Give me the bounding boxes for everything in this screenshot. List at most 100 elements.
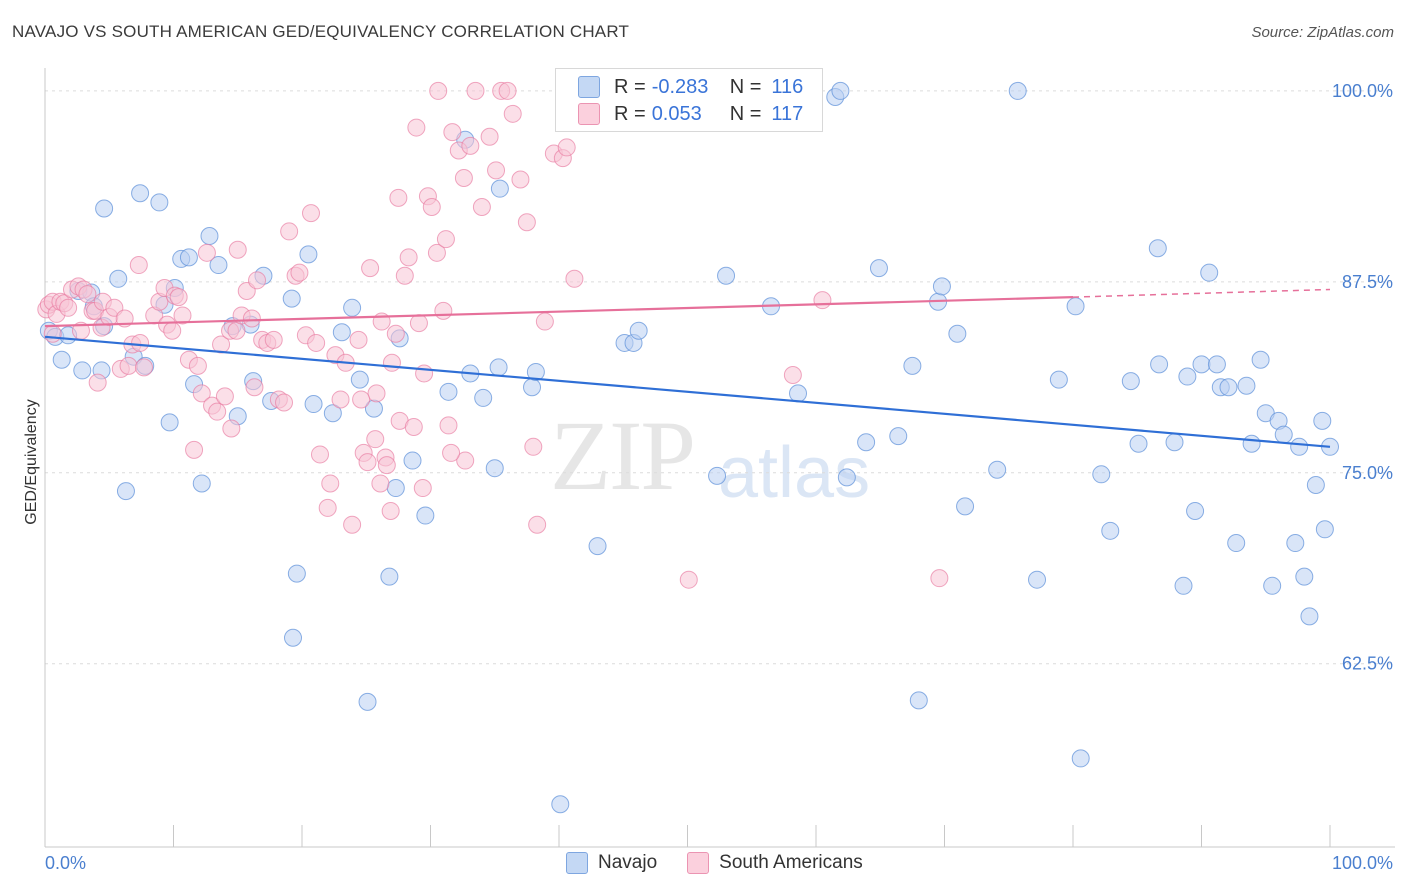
navajo-point [116,482,135,501]
navajo-point [287,564,306,583]
south-americans-point [163,321,182,340]
south-americans-point [371,474,390,493]
south-americans-point [472,197,491,216]
navajo-swatch [578,76,600,98]
bottom-legend: Navajo South Americans [566,852,893,874]
navajo-point [489,358,508,377]
tick-labels: 62.5% 75.0% 87.5% 100.0% 0.0% 100.0% [45,81,1393,873]
navajo-point [1237,376,1256,395]
navajo-point [1300,607,1319,626]
navajo-point [1200,263,1219,282]
south-americans-point [134,358,153,377]
south-americans-point [88,373,107,392]
south-americans-point [245,378,264,397]
navajo-point [1295,567,1314,586]
south-americans-point [503,104,522,123]
south-americans-point [386,324,405,343]
watermark-zip: ZIP [550,400,696,511]
south-americans-point [381,501,400,520]
south-americans-point [43,324,62,343]
navajo-point [52,350,71,369]
navajo-point [1092,465,1111,484]
navajo-point [474,388,493,407]
south-americans-point [352,390,371,409]
south-americans-point [242,309,261,328]
south-americans-point [783,366,802,385]
legend-row-south-americans: R = 0.053 N = 117 [578,102,803,126]
south-americans-point [228,240,247,259]
south-americans-point [480,127,499,146]
legend-item-south-americans[interactable]: South Americans [687,852,863,874]
navajo-point [1178,367,1197,386]
south-americans-point [301,204,320,223]
navajo-point [1263,576,1282,595]
navajo-point [857,433,876,452]
south-americans-swatch [578,103,600,125]
south-americans-point [395,266,414,285]
south-americans-point [59,298,78,317]
south-americans-point [318,498,337,517]
x-tick-label: 100.0% [1332,853,1393,873]
south-americans-point [399,248,418,267]
r-value: 0.053 [651,102,702,125]
south-americans-point [528,515,547,534]
south-americans-point [185,440,204,459]
south-americans-point [227,321,246,340]
navajo-point [903,356,922,375]
south-americans-point [409,314,428,333]
south-americans-point [264,330,283,349]
south-americans-point [290,263,309,282]
south-americans-point [349,330,368,349]
south-americans-point [169,288,188,307]
navajo-point [209,256,228,275]
navajo-point [717,266,736,285]
south-americans-point [443,123,462,142]
south-americans-point [197,243,216,262]
legend-row-navajo: R = -0.283 N = 116 [578,75,803,99]
navajo-point [1101,521,1120,540]
south-americans-point [208,402,227,421]
south-americans-trend-extension [1072,288,1331,298]
south-americans-point [439,416,458,435]
south-americans-point [434,301,453,320]
south-americans-point [454,168,473,187]
y-tick-label: 100.0% [1332,81,1393,101]
navajo-point [1274,425,1293,444]
south-americans-point [382,353,401,372]
south-americans-point [215,387,234,406]
navajo-point [1165,433,1184,452]
n-value: 116 [771,75,804,98]
x-tick-label: 0.0% [45,853,86,873]
legend-label-south-americans: South Americans [719,852,863,873]
y-axis-label: GED/Equivalency [23,399,40,524]
navajo-point [284,628,303,647]
trend-lines [44,288,1331,448]
navajo-point [304,395,323,414]
n-value: 117 [771,102,804,125]
south-americans-point [415,364,434,383]
south-americans-point [280,222,299,241]
south-americans-point [427,243,446,262]
south-americans-point [78,285,97,304]
legend-item-navajo[interactable]: Navajo [566,852,657,874]
navajo-point [1071,749,1090,768]
navajo-point [343,298,362,317]
navajo-point [1242,434,1261,453]
navajo-point [932,277,951,296]
navajo-trend-line [44,335,1331,448]
south-americans-point [275,393,294,412]
navajo-point [282,289,301,308]
r-value: -0.283 [651,75,709,98]
south-americans-point [358,453,377,472]
navajo-point [358,692,377,711]
navajo-point [1219,378,1238,397]
south-americans-point [557,138,576,157]
navajo-point [416,506,435,525]
south-americans-point [367,384,386,403]
y-tick-label: 62.5% [1342,654,1393,674]
navajo-point [131,184,150,203]
south-americans-point [498,81,517,100]
navajo-point [1286,534,1305,553]
navajo-point [192,474,211,493]
y-tick-label: 87.5% [1342,272,1393,292]
